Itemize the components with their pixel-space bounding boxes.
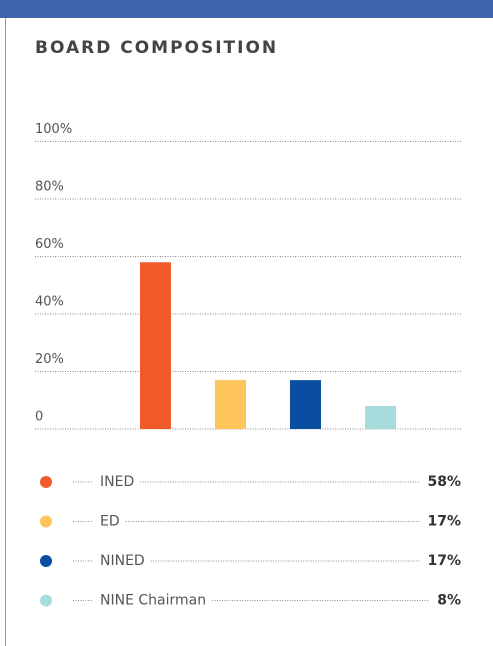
chart-title: BOARD COMPOSITION [35, 38, 278, 58]
legend-dot [40, 515, 52, 528]
value-label: 58% [427, 474, 461, 490]
bar [365, 406, 396, 429]
bar [140, 262, 171, 429]
y-tick-label: 60% [35, 237, 64, 252]
y-tick-label: 20% [35, 352, 64, 367]
y-tick-label: 0 [35, 410, 43, 425]
bar [290, 380, 321, 429]
legend-dot [40, 594, 52, 607]
legend-label: INED [100, 474, 134, 490]
legend-label: ED [100, 514, 120, 530]
legend-dot [40, 555, 52, 567]
legend-label: NINE Chairman [100, 593, 206, 609]
bar [215, 380, 246, 429]
value-label: 17% [427, 514, 461, 530]
value-label: 17% [427, 553, 461, 569]
legend-label: NINED [100, 553, 145, 569]
top-strip [0, 0, 493, 18]
legend-dot [40, 476, 52, 488]
y-tick-label: 40% [35, 295, 64, 310]
y-tick-label: 80% [35, 180, 64, 195]
value-label: 8% [437, 593, 461, 609]
y-tick-label: 100% [35, 122, 72, 137]
